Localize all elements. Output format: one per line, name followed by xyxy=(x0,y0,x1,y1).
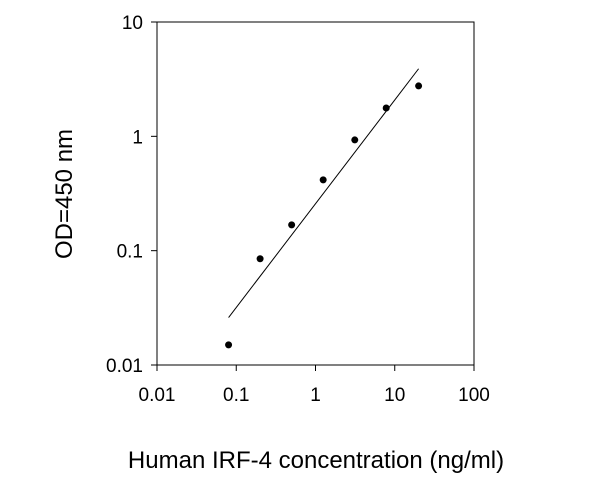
y-tick-label: 10 xyxy=(122,13,143,34)
y-tick-label: 1 xyxy=(132,127,143,148)
x-tick-label: 1 xyxy=(310,385,321,406)
x-tick-label: 0.01 xyxy=(139,385,176,406)
x-tick-label: 0.1 xyxy=(223,385,249,406)
data-point xyxy=(319,176,327,184)
data-point xyxy=(288,221,296,229)
fit-line xyxy=(228,68,420,318)
data-point xyxy=(351,136,359,144)
plot-frame xyxy=(156,21,475,366)
y-tick-label: 0.1 xyxy=(117,242,143,263)
y-tick-label: 0.01 xyxy=(106,356,143,377)
x-axis-title: Human IRF-4 concentration (ng/ml) xyxy=(128,447,504,474)
data-point xyxy=(225,341,233,349)
data-point xyxy=(415,82,423,90)
x-tick-label: 10 xyxy=(384,385,405,406)
data-point xyxy=(382,104,390,112)
y-axis-title: OD=450 nm xyxy=(51,129,78,259)
x-tick-label: 100 xyxy=(458,385,490,406)
data-point xyxy=(256,255,264,263)
